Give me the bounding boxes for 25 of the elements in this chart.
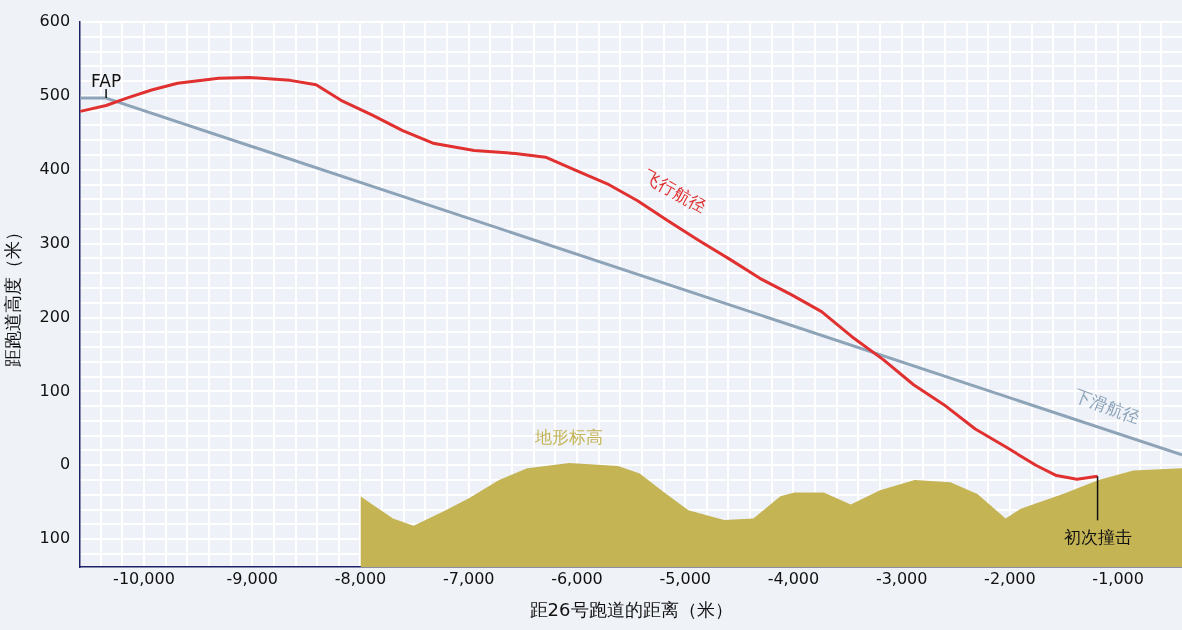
x-tick-label: -3,000: [875, 568, 928, 588]
text: 下滑航径: [1071, 385, 1143, 428]
x-tick-label: -7,000: [442, 568, 495, 588]
x-tick-label: -1,000: [1092, 568, 1144, 588]
y-tick-label: 100: [39, 380, 71, 400]
x-tick-label: -9,000: [226, 568, 279, 588]
y-tick-label: 300: [39, 232, 71, 252]
y-tick-label: 100: [39, 528, 71, 548]
y-axis-title: 距跑道高度（米）: [2, 222, 24, 367]
x-tick-label: -8,000: [334, 568, 387, 588]
text: 飞行航径: [640, 166, 710, 217]
y-tick-label: 600: [39, 11, 71, 31]
y-tick-label: 400: [39, 158, 71, 178]
series-label: 地形标高: [534, 427, 604, 448]
annotation: FAP: [91, 70, 122, 91]
y-tick-label: 500: [39, 85, 71, 105]
x-tick-label: -10,000: [113, 568, 175, 588]
y-tick-label: 200: [39, 306, 71, 326]
x-axis-title: 距26号跑道的距离（米）: [529, 598, 733, 620]
x-tick-label: -4,000: [767, 568, 820, 588]
x-tick-label: -2,000: [984, 568, 1036, 588]
x-tick-label: -5,000: [659, 568, 711, 588]
annotation: 初次撞击: [1063, 526, 1132, 547]
x-tick-label: -6,000: [551, 568, 603, 588]
y-tick-label: 0: [59, 454, 71, 474]
